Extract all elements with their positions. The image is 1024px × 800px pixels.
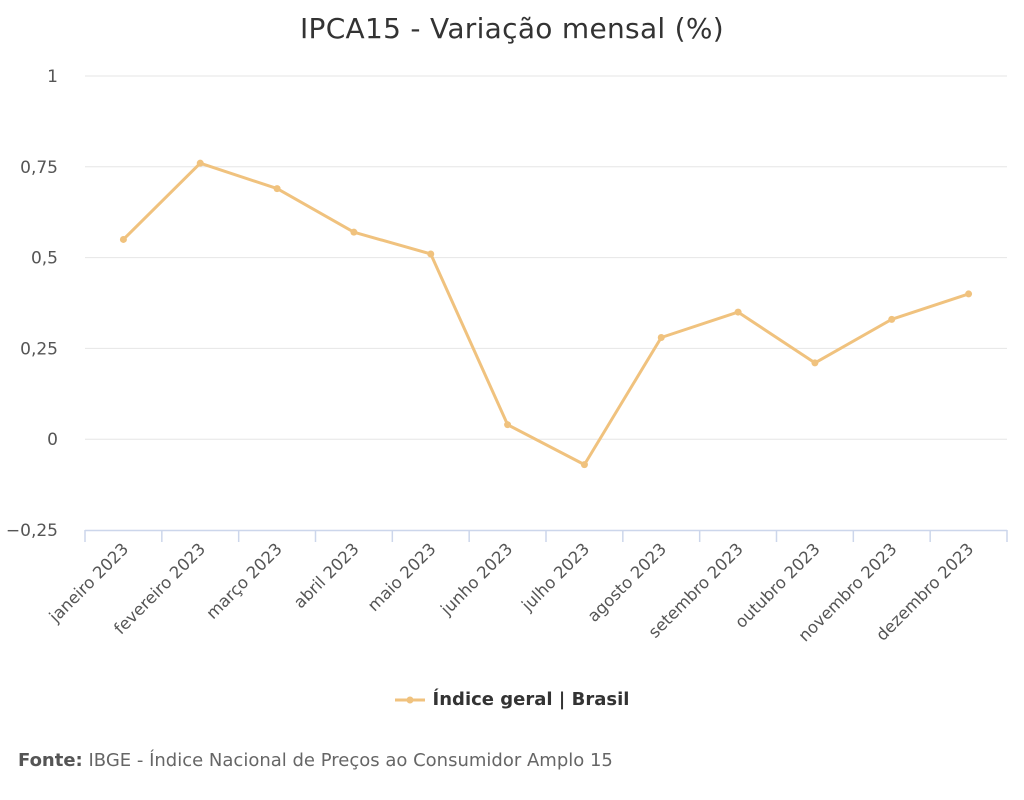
grid-lines	[85, 75, 1007, 440]
series-line-layer	[119, 159, 973, 469]
data-point[interactable]	[734, 308, 742, 316]
data-point[interactable]	[350, 228, 358, 236]
y-tick-label: 1	[47, 67, 58, 87]
chart-plot: 1 0,75 0,5 0,25 0 −0,25 janeiro 2023fevereiro…	[6, 67, 1008, 645]
data-point[interactable]	[196, 159, 204, 167]
data-point[interactable]	[119, 235, 127, 243]
source-text: IBGE - Índice Nacional de Preços ao Cons…	[82, 750, 613, 771]
x-tick-label: julho 2023	[517, 539, 593, 615]
legend-line-icon	[394, 696, 425, 703]
data-point[interactable]	[504, 421, 512, 429]
x-axis	[84, 529, 1008, 542]
series-line	[121, 161, 971, 467]
x-tick-label: janeiro 2023	[45, 539, 132, 626]
y-tick-label: 0,75	[20, 158, 58, 178]
data-point[interactable]	[888, 315, 896, 323]
y-tick-label: 0,5	[31, 249, 58, 269]
x-tick-label: agosto 2023	[584, 539, 670, 625]
legend-item[interactable]: Índice geral | Brasil	[394, 689, 630, 710]
data-point[interactable]	[811, 359, 819, 367]
y-tick-label: 0,25	[20, 339, 58, 359]
data-point[interactable]	[273, 185, 281, 193]
x-tick-label: junho 2023	[436, 539, 516, 619]
y-axis-labels: 1 0,75 0,5 0,25 0 −0,25	[6, 67, 58, 541]
data-point[interactable]	[427, 250, 435, 258]
x-tick-label: abril 2023	[290, 539, 363, 612]
legend-label: Índice geral | Brasil	[432, 689, 630, 710]
data-point[interactable]	[580, 461, 588, 469]
y-tick-label: 0	[47, 430, 58, 450]
source-note: Fonte: IBGE - Índice Nacional de Preços …	[18, 750, 613, 771]
legend: Índice geral | Brasil	[0, 689, 1024, 710]
x-tick-label: março 2023	[202, 539, 285, 622]
data-point[interactable]	[965, 290, 973, 298]
chart-title: IPCA15 - Variação mensal (%)	[299, 12, 725, 45]
x-tick-label: maio 2023	[364, 539, 440, 615]
y-tick-label: −0,25	[6, 521, 58, 541]
data-point[interactable]	[657, 334, 665, 342]
source-label: Fonte:	[18, 750, 83, 771]
